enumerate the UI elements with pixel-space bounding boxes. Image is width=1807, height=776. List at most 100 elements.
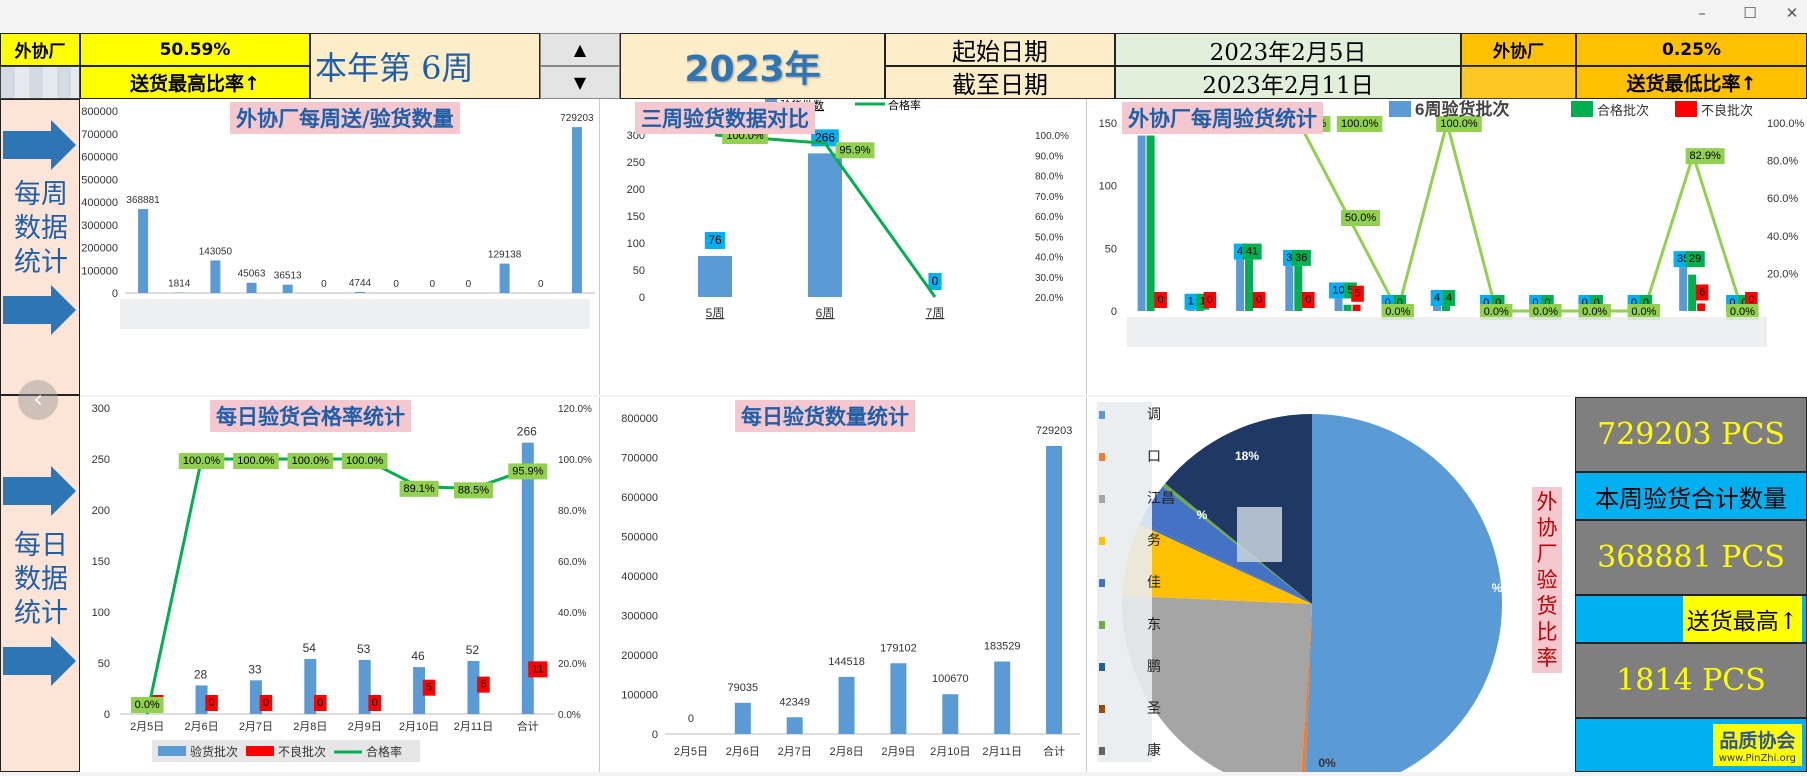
pie-label: %: [1197, 508, 1208, 522]
data-label: 0: [209, 697, 215, 709]
blurred-slice-label: [1237, 507, 1282, 562]
legend-swatch: [246, 746, 274, 756]
y-tick-label: 0: [112, 288, 118, 300]
x-tick-label: 2月7日: [239, 721, 273, 733]
low-qty-value: 1814 PCS: [1616, 663, 1766, 698]
legend-label: 东: [1147, 616, 1161, 632]
pie-label: 0%: [1318, 756, 1336, 770]
y-tick-label: 50: [633, 265, 645, 277]
legend-label: 不良批次: [1701, 103, 1753, 118]
maximize-icon[interactable]: ☐: [1738, 4, 1762, 22]
y2-tick-label: 60.0%: [1767, 193, 1798, 205]
bar: [1688, 275, 1696, 311]
bar: [138, 209, 148, 293]
y-tick-label: 200000: [81, 243, 118, 255]
y2-tick-label: 0.0%: [558, 710, 581, 721]
data-label: 266: [517, 425, 537, 439]
y2-tick-label: 100.0%: [1767, 118, 1805, 130]
data-label: 42349: [779, 696, 810, 708]
bar: [698, 256, 732, 297]
data-label: 0: [1305, 294, 1311, 306]
legend-swatch: [1389, 101, 1411, 117]
right-factory-name-blurred: [1461, 66, 1576, 99]
bar: [210, 260, 220, 293]
y-tick-label: 0: [652, 729, 658, 741]
y-tick-label: 0: [104, 709, 110, 721]
rate-label: 0.0%: [1582, 306, 1607, 318]
data-label: 100670: [932, 673, 969, 685]
bar: [1433, 306, 1441, 311]
legend-label: 6周验货批次: [1415, 99, 1509, 119]
bar: [1335, 298, 1343, 311]
y2-tick-label: 20.0%: [558, 659, 586, 670]
legend-label: 江昌: [1147, 490, 1175, 506]
daily-side-panel: 每日数据统计: [0, 395, 80, 772]
chart-title: 三周验货数据对比: [635, 102, 815, 134]
y-tick-label: 400000: [81, 197, 118, 209]
data-label: 183529: [984, 641, 1021, 653]
data-label: 28: [194, 667, 208, 681]
y-tick-label: 0: [639, 292, 645, 304]
week-down-button[interactable]: ▼: [540, 66, 620, 99]
bar: [1196, 310, 1204, 311]
y2-tick-label: 120.0%: [558, 404, 592, 415]
start-date-value[interactable]: 2023年2月5日: [1115, 33, 1461, 66]
bar: [1046, 446, 1062, 734]
rate-label: 0.0%: [1533, 306, 1558, 318]
start-date-label: 起始日期: [885, 33, 1115, 66]
y-tick-label: 250: [92, 454, 110, 466]
legend-label: 合格率: [888, 99, 921, 112]
window-titlebar: – ☐ ✕: [0, 0, 1807, 30]
y2-tick-label: 100.0%: [558, 455, 592, 466]
data-label: 129138: [488, 250, 522, 261]
y2-tick-label: 100.0%: [1035, 131, 1069, 142]
bar: [1353, 305, 1361, 311]
data-label: 36513: [274, 271, 302, 282]
daily-side-label: 每日数据统计: [9, 529, 73, 631]
watermark-url: www.PinZhi.org: [1719, 753, 1796, 764]
total-qty-value: 729203 PCS: [1597, 417, 1785, 452]
x-tick-label: 2月10日: [399, 721, 439, 733]
legend-swatch: [1099, 621, 1105, 629]
scroll-left-icon[interactable]: ‹: [18, 380, 58, 420]
chart-title: 外协厂每周验货统计: [1122, 102, 1323, 134]
data-label: 10: [1332, 284, 1344, 296]
end-date-value[interactable]: 2023年2月11日: [1115, 66, 1461, 99]
legend-swatch: [1099, 411, 1105, 419]
y-tick-label: 50: [1105, 243, 1117, 255]
rate-label: 0.0%: [135, 699, 160, 711]
y-tick-label: 300: [92, 403, 110, 415]
minimize-icon[interactable]: –: [1690, 4, 1714, 22]
end-date-label: 截至日期: [885, 66, 1115, 99]
data-label: 0: [1256, 294, 1262, 306]
up-arrow-icon: ▲: [574, 40, 586, 59]
legend-swatch: [1675, 101, 1697, 117]
bar: [1294, 266, 1302, 311]
bar: [1187, 310, 1195, 311]
y-tick-label: 200000: [621, 650, 658, 662]
x-tick-label: 5周: [706, 306, 725, 320]
week-up-button[interactable]: ▲: [540, 33, 620, 66]
rate-label: 88.5%: [458, 484, 489, 496]
data-label: 1: [1188, 296, 1194, 308]
bar: [1344, 305, 1352, 311]
y-tick-label: 150: [92, 556, 110, 568]
y2-tick-label: 50.0%: [1035, 232, 1063, 243]
bar: [355, 292, 365, 293]
x-tick-label: 2月6日: [726, 746, 760, 758]
pie-panel: 18%%0%%调口江昌务佳东鹏圣康 外协厂验货比率: [1087, 397, 1575, 772]
watermark-text: 品质协会: [1719, 726, 1796, 753]
left-factory-name-blurred: [0, 66, 80, 99]
close-icon[interactable]: ✕: [1780, 4, 1804, 22]
chart-title: 每日验货数量统计: [735, 400, 915, 432]
data-label: 0: [372, 697, 378, 709]
x-tick-label: 2月5日: [130, 721, 164, 733]
bar: [247, 283, 257, 293]
data-label: 729203: [560, 113, 594, 124]
blurred-legend: [1097, 402, 1152, 762]
data-label: 36: [1295, 252, 1307, 264]
rate-label: 100.0%: [237, 455, 275, 467]
data-label: 0: [430, 279, 436, 290]
